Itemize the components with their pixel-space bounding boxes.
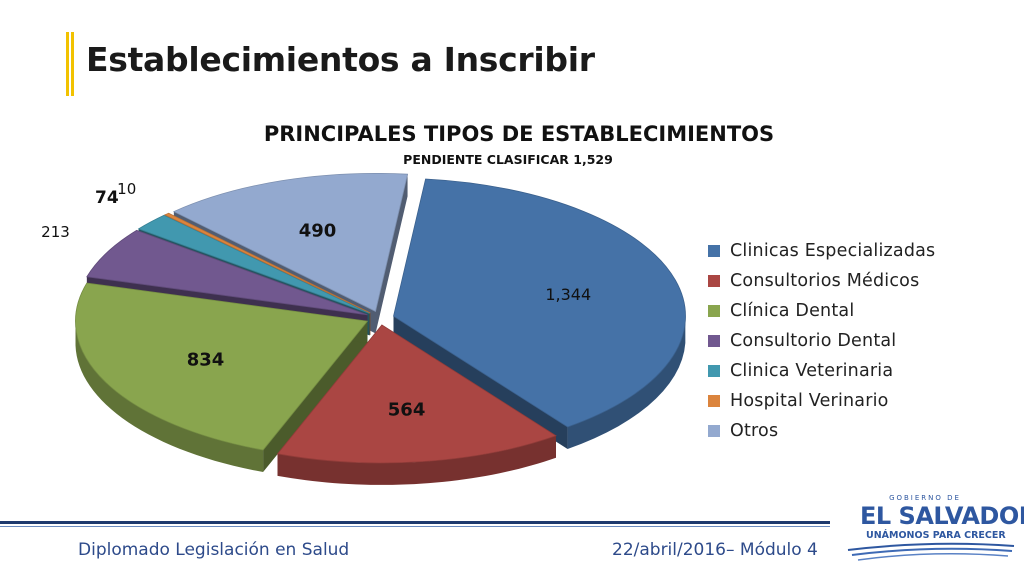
- legend-item: Clinica Veterinaria: [708, 356, 935, 386]
- logo-tagline: UNÁMONOS PARA CRECER: [866, 530, 1006, 541]
- legend-label: Consultorios Médicos: [730, 271, 920, 291]
- pie-value-label: 213: [41, 223, 70, 241]
- legend-label: Clínica Dental: [730, 301, 855, 321]
- title-accent-bar: [66, 32, 74, 96]
- logo-main-text: EL SALVADOR: [860, 502, 1024, 530]
- pie-value-label: 1,344: [545, 285, 591, 304]
- gobierno-el-salvador-logo: GOBIERNO DE EL SALVADOR UNÁMONOS PARA CR…: [846, 494, 1024, 564]
- legend-label: Clinica Veterinaria: [730, 361, 894, 381]
- pie-slice-otros: [172, 172, 409, 312]
- footer-divider: [0, 521, 830, 524]
- logo-small-text: GOBIERNO DE: [889, 494, 961, 502]
- chart-legend: Clinicas Especializadas Consultorios Médi…: [708, 236, 935, 446]
- pie-slice-hospital-verinario: [163, 212, 371, 314]
- legend-item: Hospital Verinario: [708, 386, 935, 416]
- chart-title: PRINCIPALES TIPOS DE ESTABLECIMIENTOS: [263, 122, 775, 146]
- legend-swatch: [708, 335, 720, 347]
- legend-label: Otros: [730, 421, 779, 441]
- pie-slice-clinicas-especializadas: [393, 178, 686, 428]
- footer-date-module: 22/abril/2016– Módulo 4: [612, 540, 818, 560]
- pie-value-label: 834: [187, 349, 225, 370]
- chart-subtitle: PENDIENTE CLASIFICAR 1,529: [403, 152, 613, 167]
- legend-label: Consultorio Dental: [730, 331, 897, 351]
- legend-swatch: [708, 245, 720, 257]
- legend-item: Consultorios Médicos: [708, 266, 935, 296]
- legend-label: Clinicas Especializadas: [730, 241, 936, 261]
- legend-item: Consultorio Dental: [708, 326, 935, 356]
- legend-item: Clinicas Especializadas: [708, 236, 935, 266]
- slide-title: Establecimientos a Inscribir: [86, 40, 595, 79]
- footer-course: Diplomado Legislación en Salud: [78, 540, 350, 560]
- footer-divider-thin: [0, 526, 830, 527]
- legend-swatch: [708, 365, 720, 377]
- pie-value-label: 564: [388, 400, 426, 421]
- legend-swatch: [708, 275, 720, 287]
- pie-slice-consultorios-m-dicos: [276, 324, 557, 464]
- legend-swatch: [708, 425, 720, 437]
- pie-value-label: 74: [95, 188, 119, 208]
- pie-slice-cl-nica-dental: [75, 282, 369, 451]
- pie-value-label: 10: [117, 180, 136, 198]
- legend-label: Hospital Verinario: [730, 391, 889, 411]
- legend-swatch: [708, 305, 720, 317]
- pie-slice-consultorio-dental: [86, 229, 368, 316]
- legend-swatch: [708, 395, 720, 407]
- pie-slice-clinica-veterinaria: [137, 214, 370, 314]
- legend-item: Otros: [708, 416, 935, 446]
- logo-swoosh-icon: [847, 542, 1015, 561]
- pie-value-label: 490: [299, 220, 337, 241]
- legend-item: Clínica Dental: [708, 296, 935, 326]
